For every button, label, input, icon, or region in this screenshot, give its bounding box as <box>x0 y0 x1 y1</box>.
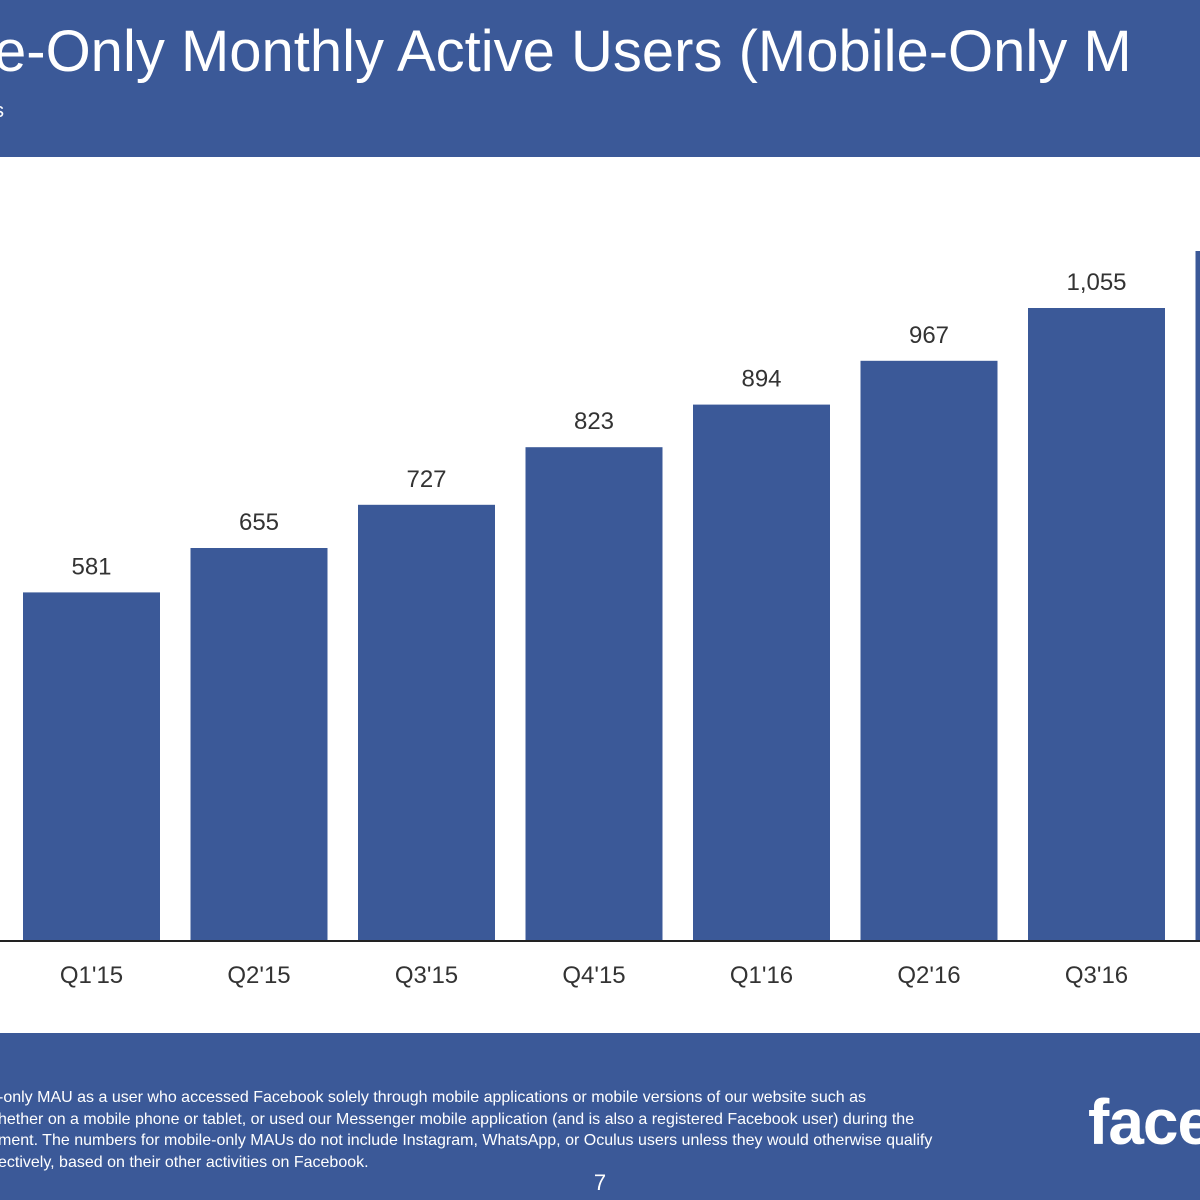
data-label: 655 <box>239 509 279 536</box>
x-tick-label: Q3'15 <box>395 962 458 989</box>
x-tick-label: Q1'15 <box>60 962 123 989</box>
footnote: -only MAU as a user who accessed Faceboo… <box>0 1087 1058 1173</box>
facebook-logo: face <box>1088 1086 1200 1158</box>
footnote-line: ment. The numbers for mobile-only MAUs d… <box>0 1132 933 1149</box>
footnote-line: hether on a mobile phone or tablet, or u… <box>0 1110 915 1128</box>
bar <box>860 360 998 941</box>
data-label: 967 <box>909 322 949 349</box>
page-title: e-Only Monthly Active Users (Mobile-Only… <box>0 19 1132 84</box>
x-tick-label: Q2'15 <box>227 962 290 989</box>
bar <box>23 592 160 941</box>
header-bar: e-Only Monthly Active Users (Mobile-Only… <box>0 0 1200 157</box>
data-label: 894 <box>741 366 781 393</box>
bar <box>1195 251 1200 941</box>
x-tick-label: Q4'15 <box>562 962 625 989</box>
x-tick-label: Q3'16 <box>1065 962 1128 989</box>
footnote-line: -only MAU as a user who accessed Faceboo… <box>0 1089 866 1106</box>
bar <box>1028 308 1165 941</box>
data-label: 727 <box>406 466 446 493</box>
x-tick-label: Q2'16 <box>897 962 960 989</box>
bar <box>358 504 495 941</box>
data-label: 823 <box>574 408 614 435</box>
page-number: 7 <box>593 1170 607 1195</box>
bar <box>693 404 830 942</box>
footnote-line: ectively, based on their other activitie… <box>0 1153 369 1171</box>
data-label: 1,055 <box>1066 269 1126 296</box>
bar <box>525 447 663 941</box>
bar-chart: 581 Q1'15 655 Q2'15 727 Q3'15 823 Q4'15 894 Q1'16… <box>0 251 1200 989</box>
footer-bar: -only MAU as a user who accessed Faceboo… <box>0 1033 1200 1200</box>
data-label: 581 <box>71 553 111 580</box>
subtitle-fragment: s <box>0 100 4 123</box>
x-tick-label: Q1'16 <box>730 962 793 989</box>
bar <box>190 548 328 941</box>
